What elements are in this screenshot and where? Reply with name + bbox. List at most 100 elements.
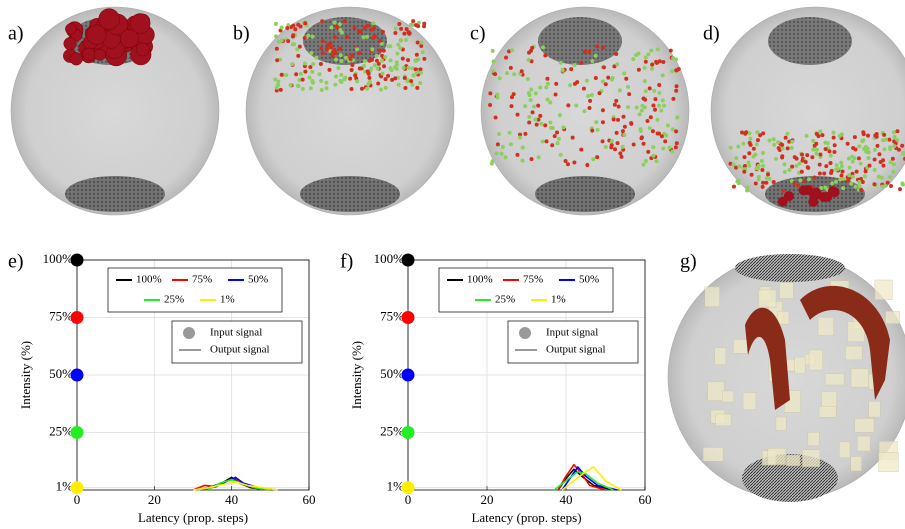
spike-dot <box>800 153 804 157</box>
legend-label: Input signal <box>210 327 262 339</box>
spike-dot <box>411 19 415 23</box>
spike-dot <box>851 160 855 164</box>
spike-dot <box>538 114 542 118</box>
spike-dot <box>303 70 307 74</box>
legend-label: 25% <box>164 294 184 306</box>
x-tick-label: 0 <box>405 492 412 507</box>
spike-dot <box>533 118 537 122</box>
x-axis-label: Latency (prop. steps) <box>471 510 581 525</box>
spike-dot <box>646 52 650 56</box>
spike-dot <box>492 59 496 63</box>
activity-blob <box>64 37 77 50</box>
cell-fragment <box>808 432 820 446</box>
spike-dot <box>520 159 524 163</box>
spike-dot <box>840 132 844 136</box>
spike-dot <box>611 76 615 80</box>
spike-dot <box>612 117 616 121</box>
cell-fragment <box>722 391 733 402</box>
spike-dot <box>285 26 289 30</box>
spike-dot <box>527 121 531 125</box>
spike-dot <box>582 109 586 113</box>
spike-dot <box>373 63 377 67</box>
spike-dot <box>859 162 863 166</box>
spike-dot <box>737 181 741 185</box>
spike-dot <box>833 143 837 147</box>
spike-dot <box>554 93 558 97</box>
spike-dot <box>384 86 388 90</box>
spike-dot <box>520 69 524 73</box>
spike-dot <box>642 142 646 146</box>
input-dot <box>402 369 415 382</box>
spike-dot <box>601 45 605 49</box>
spike-dot <box>756 138 760 142</box>
spike-dot <box>637 68 641 72</box>
spike-dot <box>395 52 399 56</box>
spike-dot <box>415 86 419 90</box>
spike-dot <box>631 57 635 61</box>
spike-dot <box>618 88 622 92</box>
spike-dot <box>561 68 565 72</box>
spike-dot <box>529 88 533 92</box>
input-dot <box>402 311 415 324</box>
spike-dot <box>753 152 757 156</box>
spike-dot <box>378 48 382 52</box>
spike-dot <box>832 136 836 140</box>
spike-dot <box>818 171 822 175</box>
cell-fragment <box>733 339 747 353</box>
spike-dot <box>653 97 657 101</box>
spike-dot <box>333 21 337 25</box>
spike-dot <box>379 88 383 92</box>
spike-dot <box>280 38 284 42</box>
input-dot <box>71 481 84 494</box>
spike-dot <box>637 52 641 56</box>
spike-dot <box>760 159 764 163</box>
spike-dot <box>496 142 500 146</box>
spike-dot <box>311 35 315 39</box>
spike-dot <box>635 106 639 110</box>
spike-dot <box>761 185 765 189</box>
y-tick-label: 1% <box>56 479 74 494</box>
spike-dot <box>745 189 749 193</box>
spike-dot <box>761 164 765 168</box>
spike-dot <box>646 119 650 123</box>
cell-fragment <box>845 346 862 360</box>
spike-dot <box>659 108 663 112</box>
spike-dot <box>648 86 652 90</box>
spike-dot <box>806 165 810 169</box>
spike-dot <box>301 87 305 91</box>
spike-dot <box>748 137 752 141</box>
spike-dot <box>766 172 770 176</box>
spike-dot <box>797 162 801 166</box>
spike-dot <box>410 83 414 87</box>
spike-dot <box>536 104 540 108</box>
spike-dot <box>566 103 570 107</box>
x-tick-label: 0 <box>74 492 81 507</box>
cell-fragment <box>708 382 724 401</box>
spike-dot <box>888 175 892 179</box>
spike-dot <box>333 35 337 39</box>
spike-dot <box>546 97 550 101</box>
spike-dot <box>815 148 819 152</box>
cell-fragment <box>886 311 900 323</box>
spike-dot <box>772 180 776 184</box>
legend-label: 1% <box>220 294 235 306</box>
spike-dot <box>334 58 338 62</box>
spike-dot <box>615 131 619 135</box>
spike-dot <box>826 141 830 145</box>
spike-dot <box>573 82 577 86</box>
legend-label: 100% <box>467 274 493 286</box>
spike-dot <box>399 38 403 42</box>
spike-dot <box>595 155 599 159</box>
spike-dot <box>303 62 307 66</box>
spike-dot <box>339 59 343 63</box>
spike-dot <box>289 83 293 87</box>
spike-dot <box>594 120 598 124</box>
spike-dot <box>515 153 519 157</box>
spike-dot <box>822 171 826 175</box>
spike-dot <box>389 66 393 70</box>
activity-blob <box>70 53 83 66</box>
spike-dot <box>294 72 298 76</box>
spike-dot <box>493 72 497 76</box>
spike-dot <box>666 123 670 127</box>
spike-dot <box>866 156 870 160</box>
